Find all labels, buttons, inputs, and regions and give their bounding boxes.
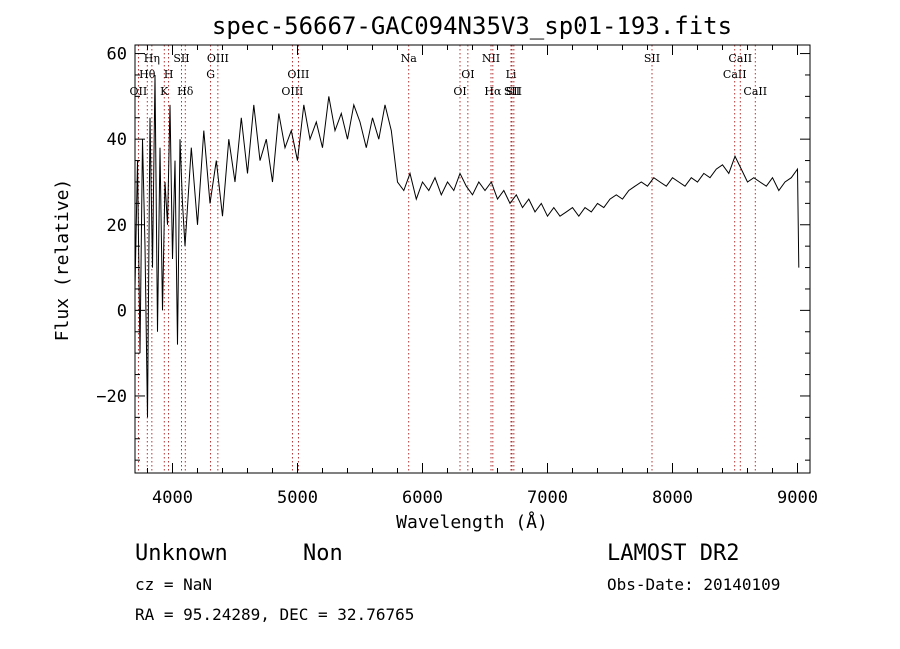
y-tick-label: 60 bbox=[107, 45, 127, 65]
emission-line-label: SII bbox=[504, 85, 520, 98]
x-tick-label: 5000 bbox=[277, 488, 318, 508]
footer-radec: RA = 95.24289, DEC = 32.76765 bbox=[135, 605, 414, 624]
emission-line-label: Hδ bbox=[177, 85, 194, 98]
emission-line-label: SII bbox=[173, 52, 189, 65]
x-axis-ticks: 4000 5000 6000 7000 8000 9000 bbox=[147, 45, 818, 508]
x-tick-label: 9000 bbox=[777, 488, 818, 508]
emission-line-label: Hα bbox=[484, 85, 502, 98]
emission-line-label: Hη bbox=[144, 52, 160, 65]
emission-line-label: OI bbox=[453, 85, 466, 98]
footer-survey: LAMOST DR2 bbox=[607, 541, 739, 566]
emission-line-label: CaII bbox=[728, 52, 752, 65]
emission-line-label: G bbox=[206, 68, 215, 81]
emission-line-label: Na bbox=[401, 52, 418, 65]
x-tick-label: 6000 bbox=[402, 488, 443, 508]
x-axis-label: Wavelength (Å) bbox=[396, 511, 548, 533]
emission-line-label: SII bbox=[506, 85, 522, 98]
x-tick-label: 8000 bbox=[652, 488, 693, 508]
y-tick-label: 40 bbox=[107, 130, 127, 150]
footer-obsdate: Obs-Date: 20140109 bbox=[607, 575, 780, 594]
y-axis-ticks: −20 0 20 40 60 bbox=[96, 45, 810, 461]
emission-line-label: K bbox=[160, 85, 169, 98]
emission-line-label: OIII bbox=[207, 52, 229, 65]
chart-title: spec-56667-GAC094N35V3_sp01-193.fits bbox=[212, 12, 732, 40]
y-tick-label: −20 bbox=[96, 387, 127, 407]
emission-line-label: OI bbox=[461, 68, 474, 81]
emission-line-label: CaII bbox=[723, 68, 747, 81]
footer-cz: cz = NaN bbox=[135, 575, 212, 594]
y-axis-label: Flux (relative) bbox=[52, 179, 73, 342]
spectrum-line bbox=[134, 74, 800, 418]
footer-class: Unknown bbox=[135, 541, 228, 566]
emission-line-label: NII bbox=[482, 52, 500, 65]
y-tick-label: 0 bbox=[117, 301, 127, 321]
y-tick-label: 20 bbox=[107, 216, 127, 236]
emission-line-label: OIII bbox=[281, 85, 303, 98]
emission-lines: OII Hθ Hη KH SII Hδ G OIII OIII OIII Na OI OI NII Hα Li… bbox=[130, 45, 767, 473]
emission-line-label: CaII bbox=[743, 85, 767, 98]
emission-line-label: SII bbox=[644, 52, 660, 65]
emission-line-label: Li bbox=[506, 68, 517, 81]
emission-line-label: OII bbox=[130, 85, 148, 98]
footer-subclass: Non bbox=[303, 541, 343, 566]
x-tick-label: 7000 bbox=[527, 488, 568, 508]
emission-line-label: H bbox=[164, 68, 174, 81]
plot-frame bbox=[134, 44, 811, 474]
emission-line-label: OIII bbox=[287, 68, 309, 81]
emission-line-label: Hθ bbox=[139, 68, 156, 81]
x-tick-label: 4000 bbox=[152, 488, 193, 508]
